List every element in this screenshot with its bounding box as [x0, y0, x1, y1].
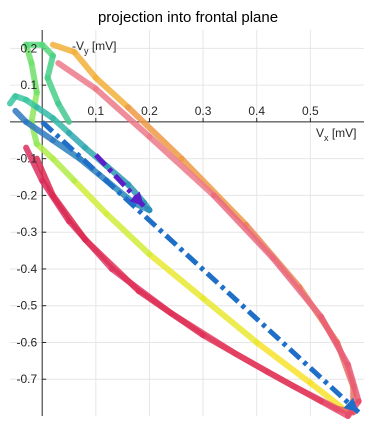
series-2-segment — [146, 133, 217, 199]
y-axis-label-main: -V — [72, 39, 84, 53]
series-2-segment — [49, 192, 89, 243]
series-2-segment — [318, 313, 351, 368]
series-2-segment — [55, 60, 99, 92]
y-tick-label-8: -0.7 — [16, 372, 37, 386]
series-1-segment — [23, 144, 46, 184]
y-axis-label-unit: [mV] — [89, 39, 117, 53]
chart-title: projection into frontal plane — [98, 9, 278, 26]
grid — [10, 30, 364, 416]
y-tick-label-6: -0.5 — [16, 299, 37, 313]
series-2-segment — [210, 192, 276, 261]
x-axis-label: Vx [mV] — [316, 126, 357, 143]
x-tick-label-4: 0.5 — [302, 104, 319, 118]
series-0-segment — [23, 41, 35, 67]
series-0-segment — [55, 100, 72, 125]
series-2-segment — [318, 398, 351, 419]
x-tick-label-1: 0.2 — [141, 104, 158, 118]
series-3-segment — [33, 104, 56, 122]
series-2-segment — [200, 332, 271, 375]
mean-vector-arrow-shaft — [40, 120, 361, 415]
arrows-group — [40, 120, 361, 415]
series-2-segment — [264, 368, 325, 405]
series-0-segment — [28, 60, 40, 96]
axes — [10, 30, 364, 416]
x-tick-label-0: 0.1 — [87, 104, 104, 118]
y-tick-label-5: -0.4 — [16, 262, 37, 276]
series-2-segment — [344, 361, 362, 405]
series-1-segment — [71, 49, 99, 81]
y-axis-label-sub: y — [84, 46, 89, 56]
x-axis-label-sub: x — [324, 133, 329, 143]
series-3-segment — [66, 129, 89, 151]
series-0-segment — [71, 177, 110, 217]
series-2-segment — [269, 254, 325, 320]
series-group — [7, 41, 362, 419]
series-1-segment — [92, 74, 131, 111]
series-0-segment — [44, 52, 56, 81]
series-0-segment — [200, 295, 260, 346]
y-tick-label-0: 0.2 — [20, 41, 37, 55]
series-0-segment — [103, 210, 153, 258]
series-0-segment — [253, 339, 314, 386]
series-2-segment — [33, 155, 56, 199]
y-tick-label-1: 0.1 — [20, 78, 37, 92]
series-0-segment — [44, 74, 62, 107]
x-axis-label-main: V — [316, 126, 324, 140]
x-tick-label-2: 0.3 — [195, 104, 212, 118]
series-loop-pink-red — [33, 60, 362, 419]
y-tick-label-4: -0.3 — [16, 225, 37, 239]
x-axis-label-unit: [mV] — [329, 126, 357, 140]
y-tick-label-7: -0.6 — [16, 335, 37, 349]
series-0-segment — [33, 140, 56, 162]
y-tick-label-2: -0.1 — [16, 152, 37, 166]
tick-labels: 0.1 0.2 0.3 0.4 0.5 0.2 0.1 -0.1 -0.2 -0.3 -0.4 -0.… — [16, 41, 319, 386]
series-0-segment — [146, 251, 207, 302]
x-tick-label-3: 0.4 — [248, 104, 265, 118]
series-3-segment — [12, 107, 30, 125]
qrs-vector-arrow-head — [129, 191, 145, 207]
y-tick-label-3: -0.2 — [16, 188, 37, 202]
series-3-segment — [23, 118, 56, 144]
y-axis-label: -Vy [mV] — [72, 39, 117, 56]
series-0-segment — [49, 155, 78, 184]
mean-vector-arrow-head — [343, 397, 359, 413]
series-2-segment — [92, 85, 153, 140]
series-3-segment — [49, 115, 72, 136]
series-1-segment — [49, 41, 78, 56]
series-2-segment — [82, 236, 142, 295]
series-2-segment — [135, 288, 207, 339]
series-1-segment — [125, 104, 185, 162]
